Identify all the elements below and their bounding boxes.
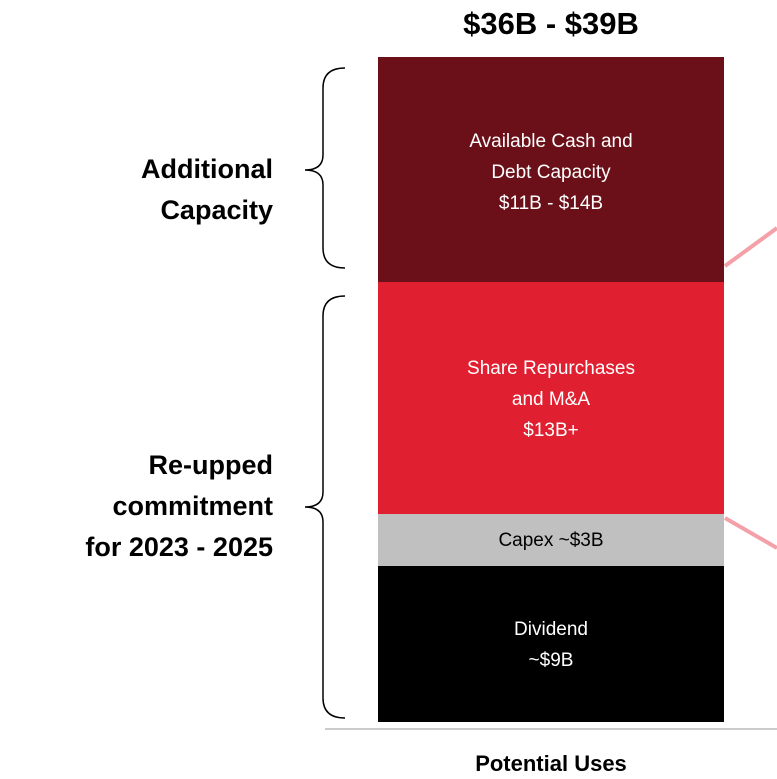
group-label: Additional — [141, 154, 273, 184]
group-label: Re-upped — [149, 450, 274, 480]
connector — [723, 226, 777, 268]
brace — [304, 67, 346, 269]
segment — [378, 57, 724, 282]
footer: Potential Uses — [475, 751, 627, 776]
brace — [304, 295, 346, 719]
group-label: commitment — [112, 491, 273, 521]
segment — [378, 514, 724, 566]
title: $36B - $39B — [463, 6, 639, 41]
segment-label: Share Repurchases — [467, 358, 635, 379]
segment-label: Debt Capacity — [491, 162, 611, 183]
segment-label: Dividend — [514, 619, 588, 640]
segment-label: $11B - $14B — [499, 193, 603, 214]
group-label: for 2023 - 2025 — [85, 532, 273, 562]
group-label: Capacity — [160, 195, 273, 225]
segment-label: Available Cash and — [469, 131, 632, 152]
segment-label: ~$9B — [529, 650, 574, 671]
segment-label: and M&A — [512, 389, 590, 410]
segment-label: $13B+ — [523, 420, 578, 441]
segment — [378, 282, 724, 514]
segment — [378, 566, 724, 722]
segment-label: Capex ~$3B — [498, 530, 603, 551]
connector — [724, 516, 777, 550]
